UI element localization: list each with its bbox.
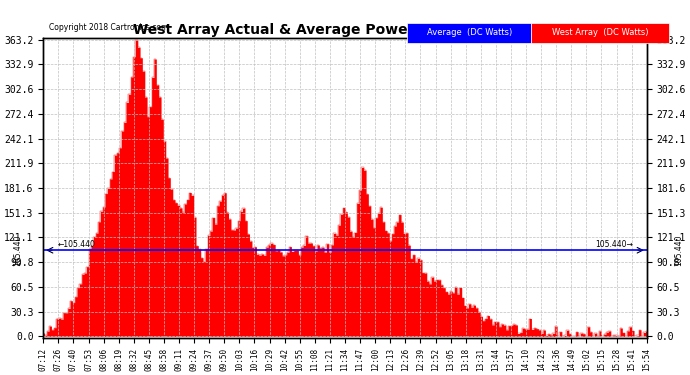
Text: 105.440: 105.440	[13, 234, 22, 266]
Text: 105.440: 105.440	[674, 234, 683, 266]
Text: Copyright 2018 Cartronics.com: Copyright 2018 Cartronics.com	[49, 23, 168, 32]
Text: 105.440→: 105.440→	[595, 240, 633, 249]
Title: West Array Actual & Average Power Sun Nov 25 16:00: West Array Actual & Average Power Sun No…	[132, 23, 558, 37]
Text: West Array  (DC Watts): West Array (DC Watts)	[552, 28, 649, 38]
Text: ←105.440: ←105.440	[57, 240, 95, 249]
Text: Average  (DC Watts): Average (DC Watts)	[426, 28, 512, 38]
